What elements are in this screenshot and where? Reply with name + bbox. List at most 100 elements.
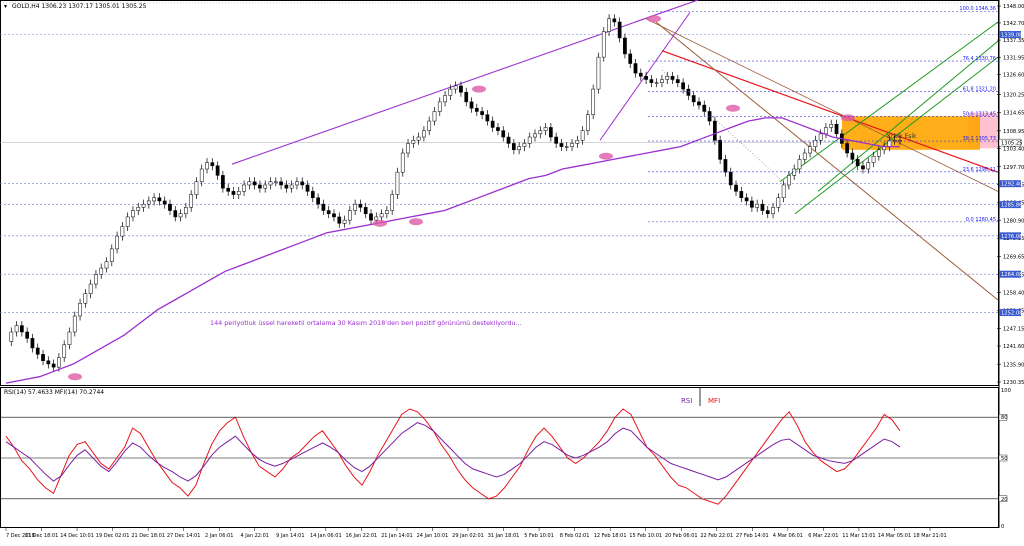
candle-body	[437, 101, 442, 112]
candle-body	[697, 101, 701, 106]
candle-body	[517, 146, 521, 151]
candle-body	[25, 331, 30, 339]
candle-body	[480, 111, 484, 115]
candle-body	[459, 85, 463, 93]
price-tick-label: 1230.35	[1003, 380, 1024, 386]
level-price-label: 1276.08	[1001, 234, 1022, 240]
time-tick-label: 21 Jan 14:01	[381, 533, 413, 539]
candle-body	[797, 159, 802, 170]
candle-body	[665, 76, 670, 80]
candle-body	[374, 216, 379, 221]
candle-body	[231, 191, 236, 195]
level-price-label: 1285.86	[1001, 203, 1022, 209]
candle-body	[876, 149, 881, 157]
ema-144-series	[5, 117, 900, 384]
time-tick-label: 4 Mar 06:01	[773, 533, 803, 539]
candle-body	[490, 120, 495, 128]
candle-body	[765, 210, 770, 214]
grid-lines	[0, 34, 998, 313]
candle-body	[316, 197, 320, 205]
indicator-tick-label: 0	[1001, 524, 1004, 530]
level-price-box	[999, 309, 1021, 317]
time-tick-label: 5 Feb 10:01	[524, 533, 554, 539]
time-tick-label: 8 Feb 02:01	[560, 533, 590, 539]
candle-body	[46, 360, 51, 365]
candle-body	[739, 191, 744, 199]
time-tick-label: 24 Jan 10:01	[417, 533, 449, 539]
candle-body	[284, 184, 289, 189]
touch-marker	[599, 152, 613, 160]
candle-body	[760, 203, 765, 211]
candle-body	[718, 139, 722, 160]
price-tick-label: 1258.40	[1003, 290, 1024, 296]
candles	[9, 14, 902, 372]
candle-body	[385, 210, 389, 214]
rsi-mfi-panel: 100 80 50 20 0	[0, 388, 1011, 530]
candle-body	[157, 197, 162, 202]
fib-level-label: 61.8 1321.20	[963, 87, 996, 93]
candle-body	[575, 139, 580, 144]
candle-body	[363, 207, 368, 214]
level-price-label: 1264.08	[1001, 272, 1022, 278]
ema-144-line	[5, 117, 900, 384]
price-tick-label: 1331.95	[1003, 55, 1024, 61]
candle-body	[776, 197, 781, 208]
current-price-label: 1305.25	[1001, 141, 1022, 147]
candle-body	[570, 143, 574, 147]
touch-marker	[68, 373, 82, 381]
price-tick-label: 1348.00	[1003, 4, 1024, 10]
time-tick-label: 29 Jan 02:01	[452, 533, 484, 539]
candle-body	[818, 133, 823, 141]
candle-body	[834, 123, 839, 135]
level-price-label: 1252.08	[1001, 311, 1022, 317]
fibonacci-levels: 100.0 1346.36 76.4 1330.76 61.8 1321.20 50.…	[648, 6, 998, 223]
candle-body	[226, 187, 231, 192]
candle-body	[892, 139, 897, 142]
candle-body	[395, 171, 400, 195]
candle-body	[369, 213, 373, 221]
candle-body	[379, 213, 384, 218]
collapse-arrow-icon[interactable]: ▾	[4, 3, 7, 10]
candle-body	[660, 79, 664, 83]
candle-body	[289, 184, 294, 189]
candle-body	[273, 181, 278, 183]
indicator-tick-label: 80	[1001, 415, 1008, 421]
candle-body	[824, 127, 828, 135]
candle-body	[564, 146, 569, 148]
level-price-box	[999, 232, 1021, 240]
time-tick-label: 14 Mar 05:01	[878, 533, 911, 539]
candle-body	[580, 130, 585, 141]
level-price-box	[999, 180, 1021, 188]
time-tick-label: 19 Dec 02:01	[96, 533, 130, 539]
candle-body	[871, 155, 876, 163]
candle-body	[702, 104, 707, 112]
candle-body	[633, 63, 638, 74]
resistance-zone-label: Kritik Eşik	[887, 133, 917, 140]
candle-body	[469, 101, 474, 109]
ema-annotation-text: 144 periyotluk üssel hareketli ortalama …	[210, 319, 522, 327]
candle-body	[855, 159, 860, 167]
candle-body	[644, 76, 648, 80]
candle-body	[728, 171, 733, 186]
candle-body	[422, 130, 426, 138]
indicator-header-label: RSI(14) 57.4633 MFI(14) 70.2744	[4, 389, 104, 396]
time-tick-label: 14 Jan 06:01	[310, 533, 342, 539]
brown-down-line	[655, 21, 999, 301]
candle-body	[146, 200, 151, 205]
candle-body	[750, 200, 754, 208]
candle-body	[549, 127, 553, 138]
candle-body	[533, 133, 537, 138]
time-tick-label: 12 Feb 18:01	[594, 533, 627, 539]
candle-body	[109, 248, 114, 262]
candle-body	[353, 203, 357, 211]
candle-body	[416, 136, 421, 141]
candle-body	[236, 191, 241, 195]
candle-body	[802, 152, 807, 160]
time-tick-label: 27 Dec 14:01	[167, 533, 201, 539]
candle-body	[258, 184, 262, 189]
candle-body	[30, 338, 35, 349]
price-tick-label: 1241.60	[1003, 344, 1024, 350]
